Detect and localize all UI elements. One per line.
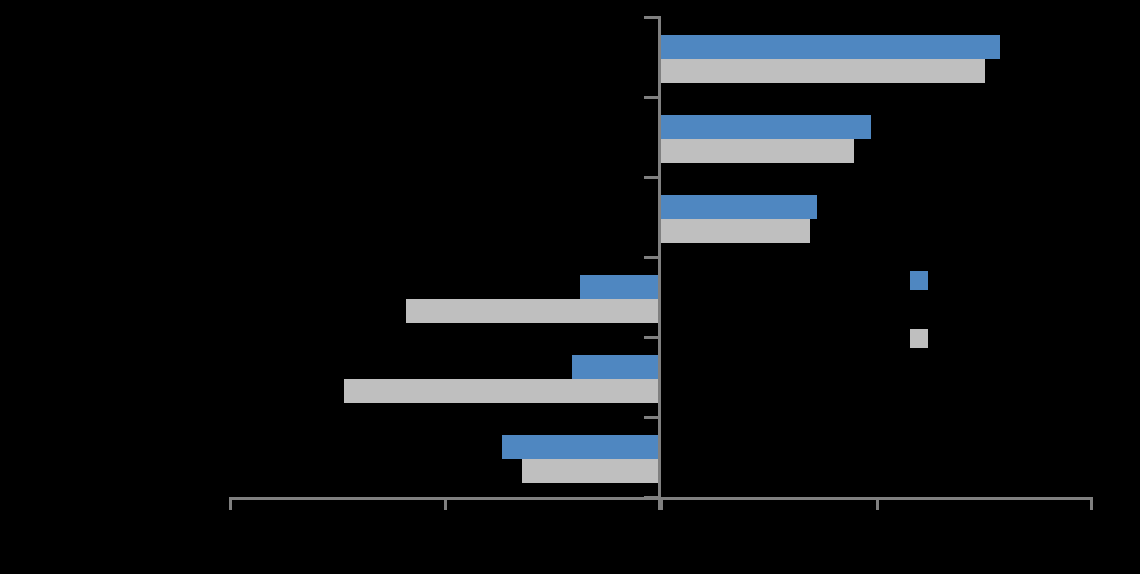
x-axis-tick [229, 497, 232, 510]
bar-gray-group-6 [521, 459, 658, 483]
bar-gray-group-2 [661, 139, 855, 163]
y-axis-tick [644, 176, 658, 179]
bar-blue-group-2 [661, 115, 871, 139]
y-axis-tick [644, 416, 658, 419]
bar-blue-group-6 [502, 435, 658, 459]
y-axis-tick [644, 96, 658, 99]
bar-gray-group-1 [661, 59, 985, 83]
legend-swatch-gray [910, 329, 928, 348]
y-axis-tick [644, 256, 658, 259]
x-axis-tick [444, 497, 447, 510]
bar-blue-group-4 [580, 275, 658, 299]
bar-blue-group-1 [661, 35, 1001, 59]
y-axis-tick [644, 16, 658, 19]
bar-blue-group-5 [571, 355, 658, 379]
y-axis-line [658, 16, 661, 510]
bar-gray-group-5 [343, 379, 658, 403]
x-axis-tick [876, 497, 879, 510]
legend-swatch-blue [910, 271, 928, 290]
bar-gray-group-3 [661, 219, 811, 243]
y-axis-tick [644, 336, 658, 339]
x-axis-tick [660, 497, 663, 510]
bar-blue-group-3 [661, 195, 817, 219]
x-axis-tick [1090, 497, 1093, 510]
bar-gray-group-4 [406, 299, 658, 323]
